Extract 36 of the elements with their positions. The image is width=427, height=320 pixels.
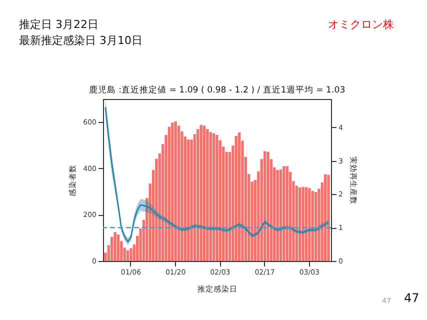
bar [212,133,216,261]
text: 推定日 3月22日 [19,18,98,31]
bar [308,188,311,261]
bar [324,174,327,261]
bar [311,190,314,261]
bar [238,132,241,261]
bar [304,187,308,261]
bar [200,124,202,261]
bar [286,166,288,261]
bar [186,140,190,261]
text: オミクロン株 [328,18,394,31]
bar [234,136,238,261]
bar [168,126,171,261]
bar [171,122,174,261]
bar [279,169,282,261]
bar [298,187,302,261]
text: 最新推定感染日 3月10日 [19,34,142,47]
bar [266,152,270,261]
bar [174,121,177,261]
bar [216,134,218,261]
bar [209,132,212,261]
bar [314,192,318,261]
bar [196,129,200,261]
bar [302,186,304,261]
bar [276,170,279,261]
bar [263,151,266,261]
chart-title: 鹿児島 :直近推定値 = 1.09 ( 0.98 - 1.2 ) / 直近1週平均 = 1.03 [88,84,346,96]
bar [327,174,330,261]
bar [206,129,209,261]
bar [116,234,120,261]
bar [130,248,132,261]
bar [114,232,116,261]
bar [282,166,286,261]
bar [202,126,206,261]
bar [126,250,130,261]
text: 47 [404,291,420,305]
